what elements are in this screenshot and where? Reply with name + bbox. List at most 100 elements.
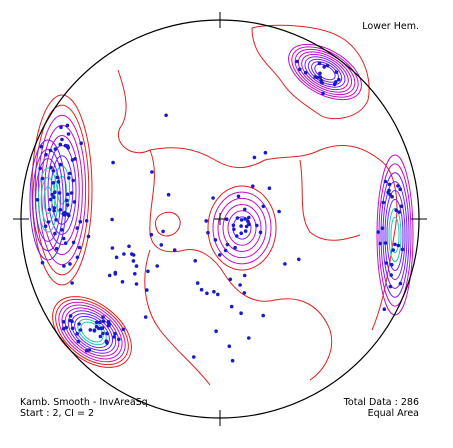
pole-point <box>70 326 75 331</box>
contour-east-girdle <box>378 163 412 307</box>
pole-point <box>224 217 229 221</box>
pole-point <box>65 123 70 128</box>
pole-point <box>134 264 139 268</box>
pole-point <box>67 213 71 218</box>
contour-ne <box>251 24 370 120</box>
pole-point <box>44 152 48 157</box>
contour-central-cluster <box>207 185 277 271</box>
pole-point <box>384 261 389 265</box>
total-data-label: Total Data : 286 <box>343 397 419 408</box>
pole-point <box>84 219 89 223</box>
contour-west <box>31 94 93 286</box>
contour-southwest-cluster <box>58 301 126 363</box>
contour-southwest-cluster <box>77 318 107 346</box>
pole-point <box>53 190 57 194</box>
pole-point <box>92 328 97 333</box>
pole-point <box>204 219 208 223</box>
pole-point <box>216 292 220 297</box>
pole-point <box>243 207 247 212</box>
pole-point <box>212 289 216 294</box>
pole-point <box>48 197 53 202</box>
pole-point <box>40 176 45 181</box>
pole-point <box>70 281 74 285</box>
pole-point <box>297 257 301 262</box>
pole-point <box>218 253 222 257</box>
pole-point <box>72 200 77 204</box>
pole-point <box>298 67 302 72</box>
pole-point <box>239 218 244 222</box>
pole-point <box>67 176 71 180</box>
pole-point <box>143 315 148 319</box>
pole-point <box>231 223 236 228</box>
pole-point <box>61 236 66 241</box>
pole-point <box>61 212 66 216</box>
pole-point <box>127 244 131 249</box>
pole-point <box>106 320 111 324</box>
pole-point <box>76 339 81 344</box>
pole-point <box>267 186 272 190</box>
contour-east-girdle <box>380 172 410 298</box>
contour-small <box>155 211 181 237</box>
pole-point <box>113 332 117 336</box>
pole-point <box>101 331 105 336</box>
pole-point <box>277 209 281 214</box>
pole-point <box>75 226 80 230</box>
pole-point <box>225 242 230 247</box>
pole-point <box>68 262 72 266</box>
pole-point <box>387 182 392 187</box>
pole-points <box>35 59 405 363</box>
pole-point <box>38 166 42 171</box>
pole-point <box>120 280 125 284</box>
pole-point <box>283 262 287 266</box>
pole-point <box>161 229 165 234</box>
pole-point <box>400 247 405 252</box>
contour-east-girdle <box>382 181 408 289</box>
pole-point <box>75 332 79 336</box>
pole-point <box>49 165 53 170</box>
pole-point <box>378 241 383 246</box>
pole-point <box>107 273 112 278</box>
pole-point <box>313 75 318 79</box>
contour-southwest-cluster <box>70 313 114 351</box>
contour-west <box>34 104 90 276</box>
pole-point <box>150 170 154 174</box>
pole-point <box>322 65 327 69</box>
pole-point <box>247 222 251 226</box>
pole-point <box>79 141 83 145</box>
pole-point <box>211 196 215 200</box>
pole-point <box>65 192 70 197</box>
pole-point <box>238 283 242 287</box>
pole-point <box>388 192 392 197</box>
pole-point <box>236 194 241 199</box>
pole-point <box>199 287 204 292</box>
contour-east-girdle <box>390 216 400 254</box>
pole-point <box>87 348 92 352</box>
pole-point <box>334 70 339 74</box>
pole-point <box>58 162 63 167</box>
pole-point <box>35 198 40 202</box>
pole-point <box>40 260 45 265</box>
pole-point <box>131 259 136 263</box>
pole-point <box>398 187 403 192</box>
contour-southwest-cluster <box>74 315 110 349</box>
pole-point <box>106 323 111 328</box>
pole-point <box>205 291 209 296</box>
pole-point <box>239 311 243 316</box>
pole-point <box>60 137 64 142</box>
pole-point <box>243 217 247 221</box>
pole-point <box>65 144 70 148</box>
pole-point <box>251 184 255 188</box>
contour-east-girdle <box>386 198 404 272</box>
contour-southwest-cluster <box>61 304 123 360</box>
tick-marks <box>13 12 427 426</box>
pole-point <box>110 246 115 250</box>
pole-point <box>390 262 394 267</box>
pole-point <box>247 215 251 220</box>
pole-point <box>86 234 91 239</box>
pole-point <box>111 160 115 165</box>
pole-point <box>52 208 56 213</box>
pole-point <box>223 248 228 253</box>
contour-west-core <box>35 158 61 242</box>
contour-central-cluster <box>212 191 272 265</box>
pole-point <box>337 77 341 82</box>
